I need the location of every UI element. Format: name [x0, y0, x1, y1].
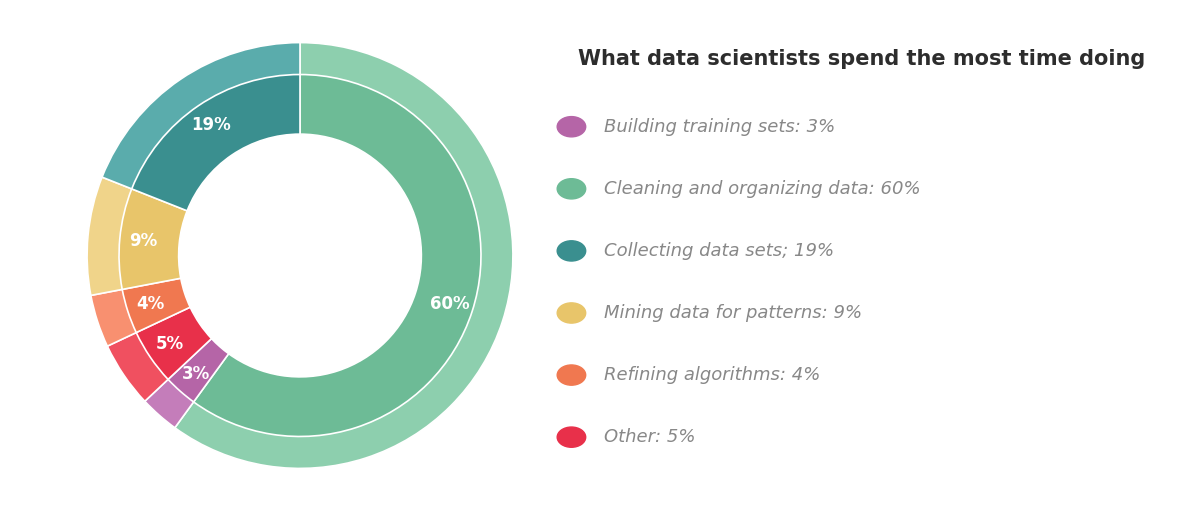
Text: Mining data for patterns: 9%: Mining data for patterns: 9%	[604, 304, 862, 322]
Circle shape	[557, 117, 586, 137]
Wedge shape	[193, 75, 481, 436]
Wedge shape	[132, 75, 300, 211]
Wedge shape	[88, 177, 138, 295]
Circle shape	[557, 365, 586, 385]
Text: Other: 5%: Other: 5%	[604, 428, 695, 446]
Text: 4%: 4%	[136, 295, 164, 313]
Text: 9%: 9%	[130, 231, 157, 250]
Text: Collecting data sets; 19%: Collecting data sets; 19%	[604, 242, 834, 260]
Text: 60%: 60%	[430, 295, 469, 313]
Wedge shape	[102, 42, 300, 191]
Circle shape	[557, 179, 586, 199]
Wedge shape	[91, 288, 142, 346]
Wedge shape	[175, 42, 512, 469]
Circle shape	[557, 303, 586, 323]
Text: Cleaning and organizing data: 60%: Cleaning and organizing data: 60%	[604, 180, 920, 198]
Text: What data scientists spend the most time doing: What data scientists spend the most time…	[578, 49, 1145, 68]
Text: 19%: 19%	[192, 116, 232, 134]
Text: Refining algorithms: 4%: Refining algorithms: 4%	[604, 366, 821, 384]
Wedge shape	[107, 330, 173, 401]
Text: 5%: 5%	[156, 335, 184, 353]
Text: 3%: 3%	[181, 365, 210, 383]
Circle shape	[557, 427, 586, 447]
Wedge shape	[168, 339, 229, 402]
Wedge shape	[145, 375, 197, 428]
Wedge shape	[137, 307, 211, 379]
Wedge shape	[122, 278, 190, 333]
Text: Building training sets: 3%: Building training sets: 3%	[604, 118, 835, 136]
Wedge shape	[119, 189, 187, 289]
Circle shape	[557, 241, 586, 261]
